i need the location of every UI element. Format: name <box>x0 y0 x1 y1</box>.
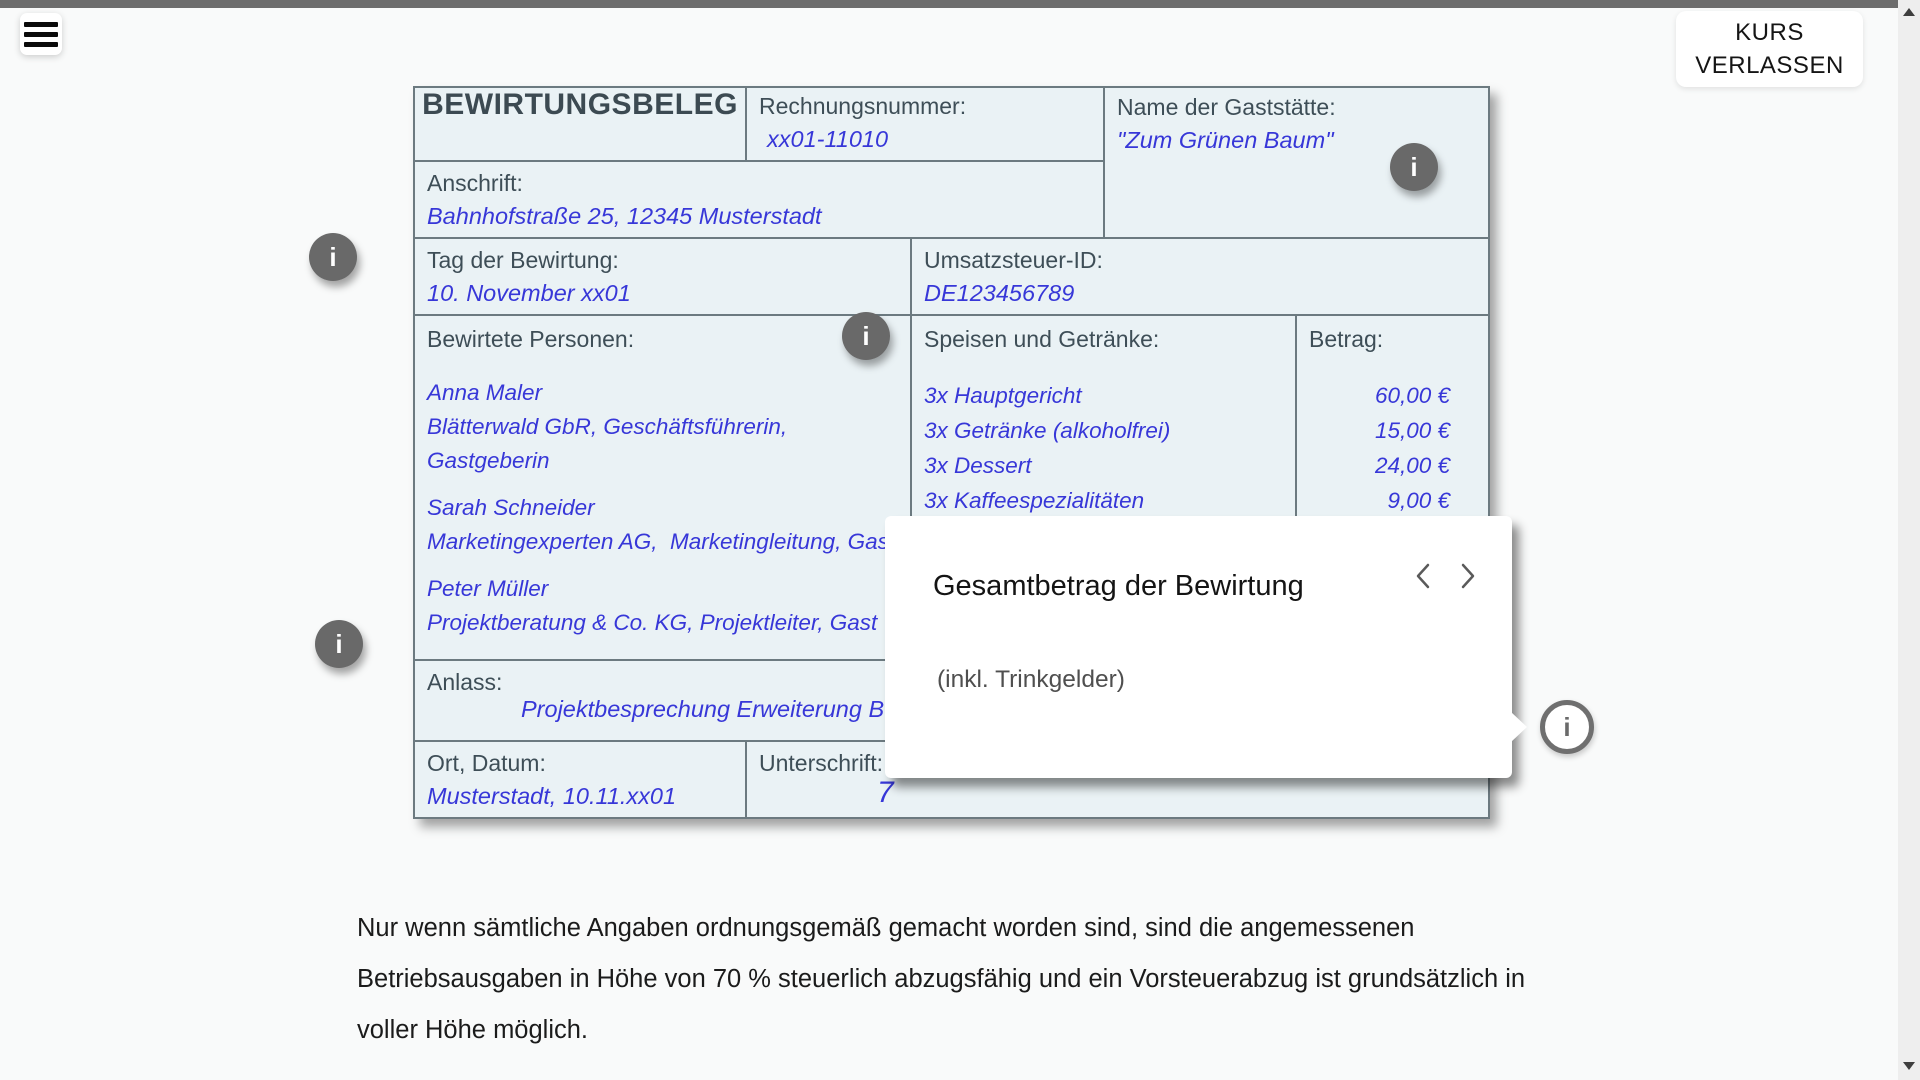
info-icon: i <box>862 320 870 351</box>
personen-list: Anna Maler Blätterwald GbR, Geschäftsfüh… <box>427 376 898 640</box>
chevron-right-icon <box>1460 562 1476 590</box>
list-item: 3x Dessert <box>924 453 1032 478</box>
exit-course-label-line2: VERLASSEN <box>1695 52 1844 79</box>
info-icon: i <box>1563 711 1571 742</box>
tag-label: Tag der Bewirtung: <box>427 247 619 273</box>
anlass-value: Projektbesprechung Erweiterung B <box>521 696 885 722</box>
cell-bewirtete-personen: Bewirtete Personen: Anna Maler Blätterwa… <box>413 314 912 661</box>
anschrift-value: Bahnhofstraße 25, 12345 Musterstadt <box>427 203 822 229</box>
exit-course-label-line1: KURS <box>1735 19 1804 46</box>
list-item: 24,00 € <box>1374 453 1451 478</box>
scrollbar-down-arrow-icon[interactable] <box>1903 1062 1915 1070</box>
ort-datum-label: Ort, Datum: <box>427 750 546 776</box>
betrag-list: 60,00 € 15,00 € 24,00 € 9,00 € <box>1309 378 1476 518</box>
betrag-label: Betrag: <box>1309 326 1384 352</box>
gaststaette-value: "Zum Grünen Baum" <box>1117 127 1334 153</box>
footer-note: Nur wenn sämtliche Angaben ordnungsgemäß… <box>357 914 1526 1044</box>
ustid-label: Umsatzsteuer-ID: <box>924 247 1103 273</box>
list-item: 9,00 € <box>1387 488 1451 513</box>
info-button-anlass[interactable]: i <box>315 620 363 668</box>
list-item: 3x Kaffeespezialitäten <box>924 488 1145 513</box>
list-item: 60,00 € <box>1374 383 1451 408</box>
person-name: Anna Maler <box>427 380 543 405</box>
form-title: BEWIRTUNGSBELEG <box>422 88 738 121</box>
info-button-tag[interactable]: i <box>309 233 357 281</box>
popup-next-button[interactable] <box>1450 558 1486 594</box>
person-detail: Blätterwald GbR, Geschäftsführerin, Gast… <box>427 414 794 473</box>
hamburger-icon <box>24 21 58 47</box>
cell-umsatzsteuer-id: Umsatzsteuer-ID: DE123456789 <box>909 237 1491 316</box>
list-item: 3x Getränke (alkoholfrei) <box>924 418 1171 443</box>
info-popup: Gesamtbetrag der Bewirtung (inkl. Trinkg… <box>885 516 1527 778</box>
list-item: 15,00 € <box>1374 418 1451 443</box>
list-item: Sarah Schneider Marketingexperten AG, Ma… <box>427 491 898 559</box>
cell-anschrift: Anschrift: Bahnhofstraße 25, 12345 Muste… <box>412 160 1106 239</box>
cell-tag-der-bewirtung: Tag der Bewirtung: 10. November xx01 <box>413 237 912 316</box>
info-icon: i <box>1410 151 1418 182</box>
ort-datum-value: Musterstadt, 10.11.xx01 <box>427 783 677 809</box>
scrollbar-up-arrow-icon[interactable] <box>1903 8 1915 16</box>
cell-rechnungsnummer: Rechnungsnummer: xx01-11010 <box>744 86 1106 162</box>
speisen-list: 3x Hauptgericht 3x Getränke (alkoholfrei… <box>924 378 1283 518</box>
info-icon: i <box>335 628 343 659</box>
chevron-left-icon <box>1415 562 1431 590</box>
info-button-gesamtbetrag-active[interactable]: i <box>1540 700 1594 754</box>
anlass-label: Anlass: <box>427 669 503 695</box>
speisen-label: Speisen und Getränke: <box>924 326 1160 352</box>
person-name: Peter Müller <box>427 576 549 601</box>
list-item: Peter Müller Projektberatung & Co. KG, P… <box>427 572 898 640</box>
info-button-gaststaette[interactable]: i <box>1390 143 1438 191</box>
ustid-value: DE123456789 <box>924 280 1075 306</box>
rechnungsnummer-label: Rechnungsnummer: <box>759 93 967 119</box>
cell-title: BEWIRTUNGSBELEG <box>413 86 747 162</box>
cell-ort-datum: Ort, Datum: Musterstadt, 10.11.xx01 <box>413 740 747 819</box>
popup-title: Gesamtbetrag der Bewirtung <box>933 570 1304 602</box>
anschrift-label: Anschrift: <box>427 170 523 196</box>
tag-value: 10. November xx01 <box>427 280 631 306</box>
person-name: Sarah Schneider <box>427 495 595 520</box>
top-progress-bar <box>0 0 1898 8</box>
signature-fragment: 7 <box>877 776 894 809</box>
gaststaette-label: Name der Gaststätte: <box>1117 94 1336 120</box>
list-item: 3x Hauptgericht <box>924 383 1082 408</box>
menu-button[interactable] <box>20 13 62 55</box>
person-detail: Marketingexperten AG, Marketingleitung, … <box>427 529 896 554</box>
personen-label: Bewirtete Personen: <box>427 326 635 352</box>
exit-course-button[interactable]: KURS VERLASSEN <box>1676 11 1863 87</box>
popup-pointer <box>1511 712 1527 742</box>
popup-body: (inkl. Trinkgelder) <box>937 666 1125 693</box>
scrollbar[interactable] <box>1898 0 1920 1080</box>
person-detail: Projektberatung & Co. KG, Projektleiter,… <box>427 610 878 635</box>
unterschrift-label: Unterschrift: <box>759 750 883 776</box>
popup-prev-button[interactable] <box>1405 558 1441 594</box>
info-icon: i <box>329 241 337 272</box>
rechnungsnummer-value: xx01-11010 <box>767 126 889 152</box>
list-item: Anna Maler Blätterwald GbR, Geschäftsfüh… <box>427 376 898 478</box>
info-button-personen[interactable]: i <box>842 312 890 360</box>
